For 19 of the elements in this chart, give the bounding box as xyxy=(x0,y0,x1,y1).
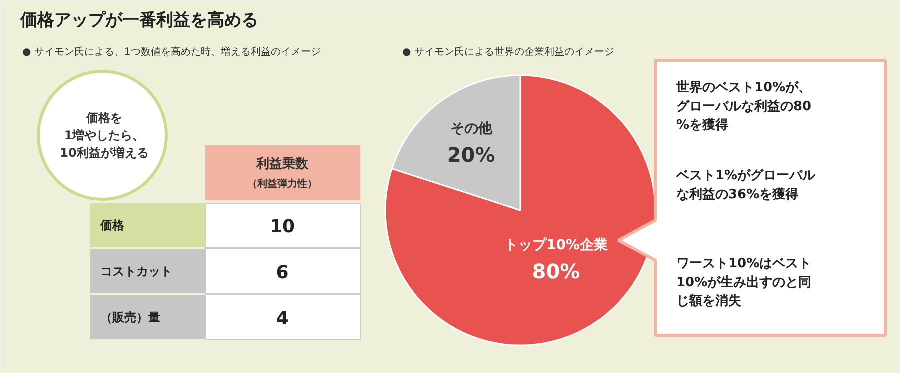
text: 利益乗数 xyxy=(256,156,310,172)
category-label: 価格 xyxy=(100,218,126,232)
text: 価格アップが一番利益を高める xyxy=(20,10,258,30)
text: ● サイモン氏による、1つ数値を高めた時、増える利益のイメージ xyxy=(22,46,321,58)
data-label: 6 xyxy=(276,262,289,284)
slice-label: その他 xyxy=(450,120,494,137)
category-label: （販売）量 xyxy=(100,310,160,324)
text: ワースト10%はベスト10%が生み出すのと同じ額を消失 xyxy=(676,256,812,309)
text: （利益弾力性） xyxy=(248,178,318,190)
chart-subtitle: ● サイモン氏による世界の企業利益のイメージ xyxy=(402,46,614,58)
category-label: コストカット xyxy=(100,264,172,278)
data-label: 20% xyxy=(447,142,496,167)
text: 価格を 1増やしたら、 10利益が増える xyxy=(60,111,149,160)
slice-label: トップ10%企業 xyxy=(504,236,608,254)
data-label: 10 xyxy=(270,216,296,238)
data-label: 4 xyxy=(276,308,289,330)
text: 世界のベスト10%が、グローバルな利益の80%を獲得 xyxy=(676,80,812,133)
text: ベスト1%がグローバルな利益の36%を獲得 xyxy=(676,168,817,202)
data-label: 80% xyxy=(532,260,580,284)
